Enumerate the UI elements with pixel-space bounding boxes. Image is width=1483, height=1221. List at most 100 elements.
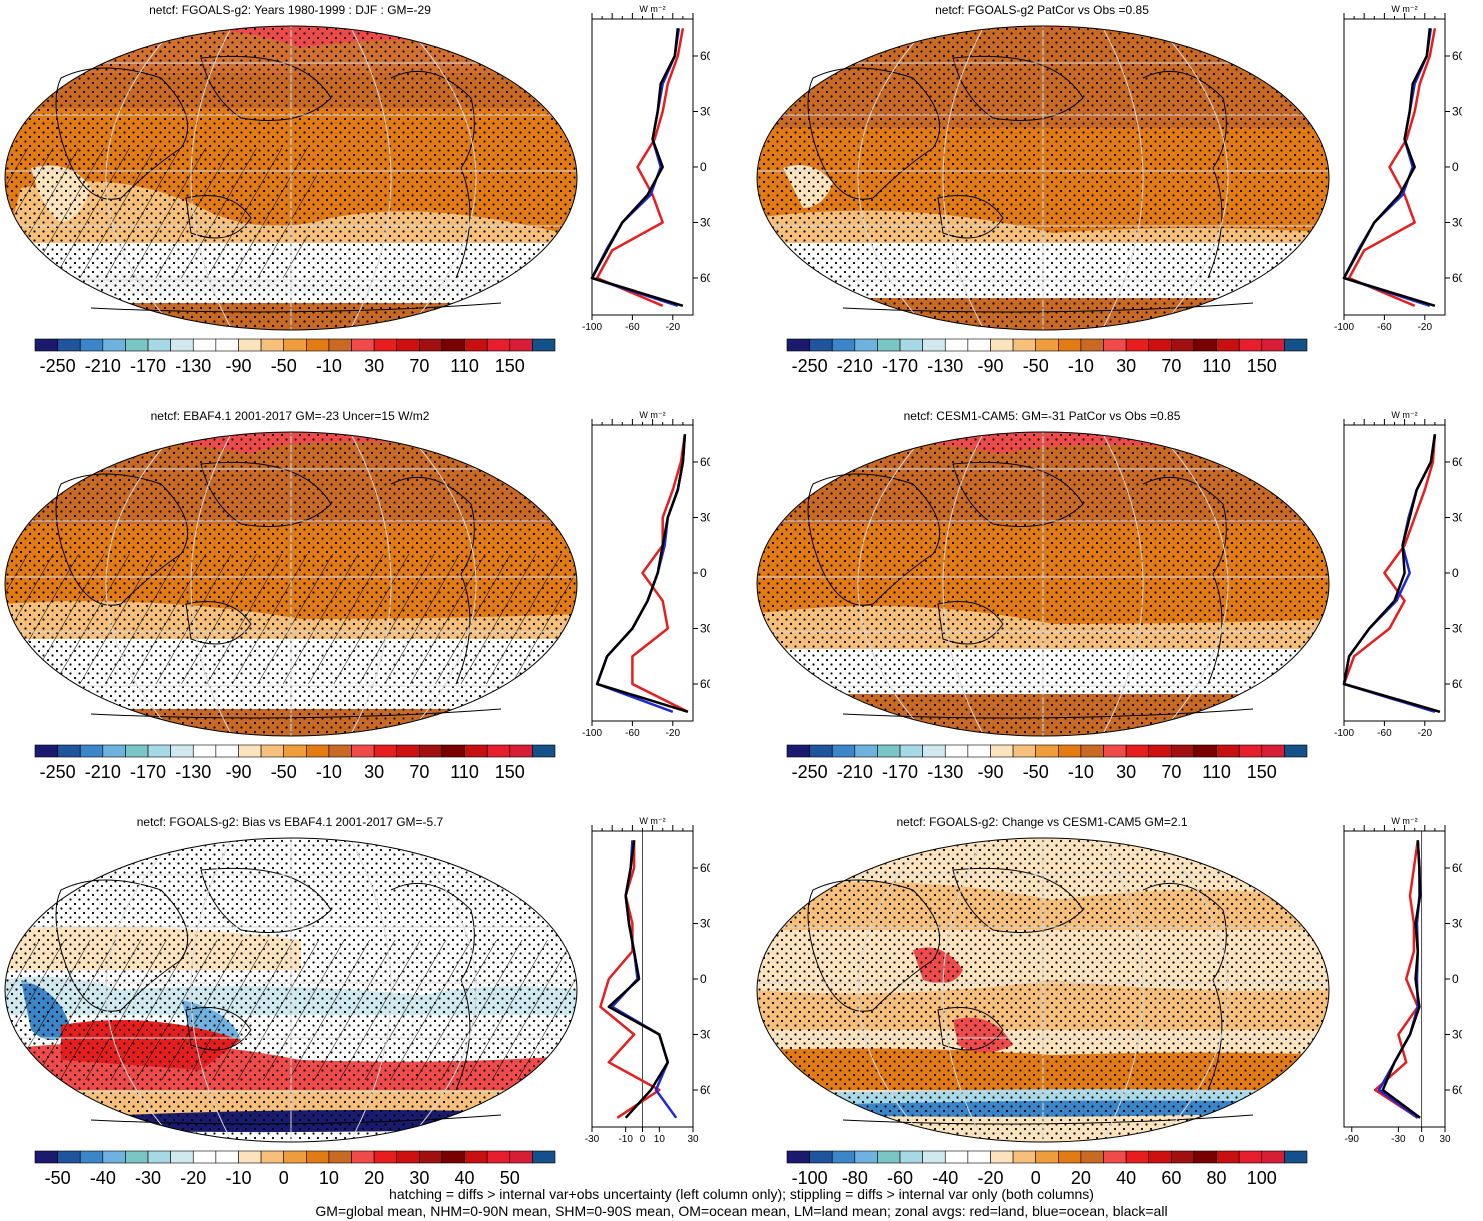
zonal-mean-plot: W m⁻² 60N 30N 0 30S 60S -100 -60 -20 <box>1334 4 1462 333</box>
colorbar-swatch <box>922 1150 946 1164</box>
zonal-lat-label: 30N <box>700 917 710 931</box>
colorbar-swatch <box>238 1150 262 1164</box>
colorbar-swatch <box>1261 338 1285 352</box>
colorbar-tick-label: 150 <box>495 762 525 782</box>
zonal-x-label: 0 <box>1419 1134 1425 1145</box>
colorbar-tick-label: -130 <box>927 356 963 376</box>
colorbar-swatch <box>854 338 878 352</box>
colorbar-swatch <box>786 744 810 758</box>
colorbar-swatch <box>170 338 194 352</box>
colorbar-swatch <box>990 1150 1014 1164</box>
colorbar-swatch <box>396 744 420 758</box>
colorbar-tick-label: -250 <box>40 762 76 782</box>
colorbar-swatch <box>1193 744 1217 758</box>
colorbar-swatch <box>1012 1150 1036 1164</box>
colorbar-tick-label: -130 <box>927 762 963 782</box>
colorbar: -250 -210 -170 -130 -90 -50 -10 30 70 110 150 <box>786 744 1308 782</box>
colorbar-swatch <box>306 338 330 352</box>
zonal-x-label: -100 <box>582 322 602 333</box>
panel-bottom-left: netcf: FGOALS-g2: Bias vs EBAF4.1 2001-2… <box>0 812 710 1188</box>
colorbar-swatch <box>809 744 833 758</box>
colorbar-tick-label: -250 <box>792 356 828 376</box>
zonal-x-label: -10 <box>618 1134 633 1145</box>
colorbar-swatch <box>854 1150 878 1164</box>
zonal-lat-label: 30S <box>700 216 710 230</box>
colorbar-swatch <box>944 338 969 352</box>
colorbar-swatch <box>1058 744 1082 758</box>
colorbar-swatch <box>260 744 284 758</box>
colorbar-swatch <box>1261 744 1285 758</box>
zonal-lat-label: 60S <box>700 677 710 691</box>
colorbar-tick-label: 70 <box>1161 762 1181 782</box>
colorbar-swatch <box>1284 1150 1308 1164</box>
zonal-land-line <box>1347 28 1437 307</box>
zonal-lat-label: 60N <box>1452 861 1462 875</box>
zonal-x-label: -60 <box>625 322 640 333</box>
zonal-lat-label: 60S <box>700 1083 710 1097</box>
colorbar-tick-label: 30 <box>1116 762 1136 782</box>
colorbar-tick-label: 70 <box>409 762 429 782</box>
colorbar-swatch <box>79 744 104 758</box>
colorbar-swatch <box>1012 338 1036 352</box>
colorbar-tick-label: -170 <box>130 762 166 782</box>
colorbar-tick-label: 150 <box>1247 762 1277 782</box>
zonal-x-label: -20 <box>1418 728 1433 739</box>
colorbar-swatch <box>419 1150 443 1164</box>
colorbar-tick-label: -40 <box>90 1168 116 1188</box>
colorbar-swatch <box>1216 744 1240 758</box>
zonal-x-label: -90 <box>1345 1134 1360 1145</box>
zonal-all-line <box>607 840 670 1119</box>
colorbar-tick-label: -210 <box>85 356 121 376</box>
zonal-lat-label: 60S <box>1452 677 1462 691</box>
panel-middle-right: netcf: CESM1-CAM5: GM=-31 PatCor vs Obs … <box>752 406 1483 791</box>
colorbar-swatch <box>464 1150 488 1164</box>
zonal-lat-label: 30S <box>1452 216 1462 230</box>
colorbar-swatch <box>1035 744 1059 758</box>
colorbar-swatch <box>1193 338 1217 352</box>
colorbar-swatch <box>1216 338 1240 352</box>
panel-middle-left: netcf: EBAF4.1 2001-2017 GM=-23 Uncer=15… <box>0 406 710 791</box>
colorbar-swatch <box>351 338 375 352</box>
colorbar-tick-label: 70 <box>409 356 429 376</box>
colorbar: -50 -40 -30 -20 -10 0 10 20 30 40 50 <box>34 1150 556 1188</box>
colorbar-swatch <box>192 1150 217 1164</box>
colorbar-swatch <box>170 1150 194 1164</box>
colorbar-swatch <box>147 744 171 758</box>
colorbar-swatch <box>1238 1150 1263 1164</box>
colorbar-swatch <box>877 744 901 758</box>
zonal-lat-label: 60N <box>1452 49 1462 63</box>
colorbar-swatch <box>877 1150 901 1164</box>
colorbar-tick-label: -20 <box>977 1168 1003 1188</box>
zonal-lat-label: 30S <box>700 1028 710 1042</box>
colorbar-swatch <box>1148 744 1172 758</box>
colorbar-swatch <box>192 338 217 352</box>
zonal-x-label: 30 <box>1439 1134 1451 1145</box>
zonal-all-line <box>1381 840 1422 1119</box>
panel-top-right: netcf: FGOALS-g2 PatCor vs Obs =0.85 <box>752 0 1483 385</box>
colorbar-tick-label: -40 <box>932 1168 958 1188</box>
panel-title: netcf: FGOALS-g2 PatCor vs Obs =0.85 <box>935 3 1149 17</box>
colorbar-tick-label: 60 <box>1161 1168 1181 1188</box>
panel-top-left: netcf: FGOALS-g2: Years 1980-1999 : DJF … <box>0 0 710 385</box>
zonal-x-label: -100 <box>582 728 602 739</box>
colorbar-tick-label: -90 <box>977 356 1003 376</box>
panel-title: netcf: FGOALS-g2: Bias vs EBAF4.1 2001-2… <box>136 815 444 829</box>
zonal-lat-label: 30S <box>700 622 710 636</box>
colorbar-tick-label: -90 <box>225 356 251 376</box>
zonal-lat-label: 60N <box>700 861 710 875</box>
colorbar-swatch <box>486 338 511 352</box>
zonal-lat-label: 60S <box>700 271 710 285</box>
zonal-unit-label: W m⁻² <box>639 4 665 14</box>
zonal-all-line <box>1342 434 1441 714</box>
colorbar-swatch <box>1125 338 1150 352</box>
colorbar-tick-label: -170 <box>882 762 918 782</box>
colorbar-swatch <box>215 338 239 352</box>
colorbar-tick-label: 150 <box>1247 356 1277 376</box>
zonal-lat-label: 0 <box>1452 160 1459 174</box>
zonal-x-label: -100 <box>1334 728 1354 739</box>
colorbar-swatch <box>831 744 856 758</box>
panel-title: netcf: CESM1-CAM5: GM=-31 PatCor vs Obs … <box>903 409 1181 423</box>
colorbar-tick-label: -90 <box>977 762 1003 782</box>
zonal-x-label: 10 <box>654 1134 666 1145</box>
colorbar-swatch <box>238 744 262 758</box>
